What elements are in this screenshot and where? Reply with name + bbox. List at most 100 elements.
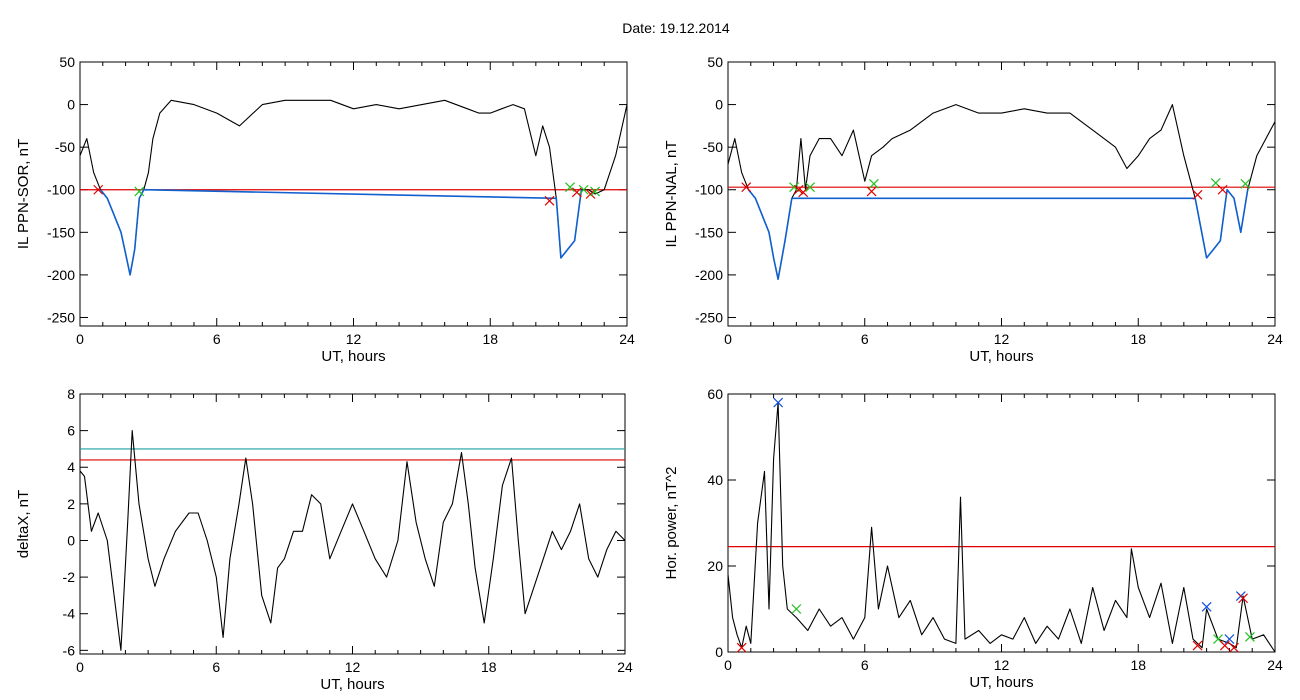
marker-stroke [793, 184, 804, 195]
x-tick-label: 12 [345, 659, 361, 675]
x-axis-label: UT, hours [321, 348, 385, 365]
plot-frame [79, 393, 626, 655]
marker-red [1217, 184, 1228, 195]
y-tick-label: 50 [707, 54, 723, 70]
series-line-black [727, 402, 1276, 653]
y-tick-label: -6 [63, 642, 76, 658]
x-tick-label: 24 [1267, 657, 1283, 673]
x-tick-label: 24 [619, 331, 635, 347]
y-axis-label: deltaX, nT [15, 490, 32, 558]
marker-stroke [544, 195, 555, 206]
marker-red [544, 195, 555, 206]
marker-stroke [1229, 642, 1239, 653]
series-line-black [79, 99, 628, 276]
y-tick-label: -200 [695, 267, 723, 283]
marker-stroke [1210, 178, 1221, 188]
marker-stroke [590, 186, 601, 197]
marker-green [791, 604, 802, 614]
marker-red [571, 187, 582, 198]
y-tick-label: 0 [715, 644, 723, 660]
y-tick-label: 60 [707, 386, 723, 402]
x-tick-label: 0 [724, 331, 732, 347]
marker-green [1240, 178, 1251, 189]
y-tick-label: 0 [67, 532, 75, 548]
y-tick-label: 0 [715, 97, 723, 113]
series-line-blue [747, 188, 1249, 281]
marker-stroke [1192, 640, 1203, 651]
marker-blue [1224, 634, 1235, 645]
figure-title: Date: 19.12.2014 [622, 20, 730, 36]
x-axis-label: UT, hours [969, 674, 1033, 691]
y-tick-label: 6 [67, 423, 75, 439]
x-tick-label: 0 [76, 659, 84, 675]
marker-green [134, 186, 145, 197]
marker-stroke [1217, 184, 1228, 195]
marker-red [1229, 642, 1239, 653]
plot-frame [727, 61, 1276, 327]
y-tick-label: -100 [695, 182, 723, 198]
marker-stroke [1192, 189, 1203, 200]
series-line-black [727, 104, 1276, 280]
marker-red [93, 184, 104, 195]
x-tick-label: 24 [1267, 331, 1283, 347]
marker-red [866, 186, 877, 197]
y-tick-label: 20 [707, 558, 723, 574]
x-tick-label: 0 [76, 331, 84, 347]
x-tick-label: 18 [1130, 331, 1146, 347]
marker-stroke [1240, 178, 1251, 189]
y-tick-label: -250 [695, 309, 723, 325]
y-tick-label: -150 [695, 224, 723, 240]
marker-stroke [866, 186, 877, 197]
x-tick-label: 12 [994, 657, 1010, 673]
marker-green [565, 182, 575, 193]
panel-ppn-nal: 0 6 12 18 24 50 0 -50 -100 -150 -200 -250 UT, hours I… [663, 54, 1283, 365]
x-tick-label: 18 [481, 659, 497, 675]
marker-stroke [736, 642, 747, 653]
y-tick-label: 4 [67, 459, 75, 475]
marker-stroke [1245, 632, 1255, 642]
marker-red [1219, 640, 1230, 651]
marker-stroke [789, 182, 800, 193]
y-tick-label: -4 [63, 606, 76, 622]
y-tick-label: 50 [59, 54, 75, 70]
marker-stroke [1201, 601, 1212, 612]
marker-stroke [1224, 634, 1235, 645]
marker-red [793, 184, 804, 195]
x-tick-label: 12 [346, 331, 362, 347]
x-tick-label: 24 [617, 659, 633, 675]
marker-red [1192, 189, 1203, 200]
marker-red [1238, 593, 1249, 604]
marker-green [805, 182, 815, 193]
marker-stroke [578, 184, 589, 195]
y-tick-label: -100 [47, 182, 75, 198]
x-tick-label: 18 [1130, 657, 1146, 673]
marker-stroke [1219, 640, 1230, 651]
panel-ppn-sor: 0 6 12 18 24 50 0 -50 -100 -150 -200 -250 UT, hours I… [15, 54, 635, 365]
marker-blue [1201, 601, 1212, 612]
marker-red [1192, 640, 1203, 651]
marker-stroke [93, 184, 104, 195]
y-tick-label: -150 [47, 224, 75, 240]
marker-red [741, 182, 752, 193]
marker-stroke [773, 397, 784, 408]
marker-stroke [791, 604, 802, 614]
marker-stroke [1238, 593, 1249, 604]
marker-stroke [565, 182, 575, 193]
marker-stroke [585, 189, 596, 199]
marker-stroke [571, 187, 582, 198]
x-tick-label: 12 [994, 331, 1010, 347]
marker-stroke [134, 186, 145, 197]
y-tick-label: -2 [63, 569, 76, 585]
y-tick-label: -50 [55, 139, 75, 155]
marker-stroke [868, 178, 879, 189]
x-tick-label: 18 [482, 331, 498, 347]
y-tick-label: 0 [67, 97, 75, 113]
marker-red [736, 642, 747, 653]
x-tick-label: 6 [212, 659, 220, 675]
marker-stroke [805, 182, 815, 193]
marker-red [585, 189, 596, 199]
marker-green [868, 178, 879, 189]
y-axis-label: IL PPN-SOR, nT [15, 139, 32, 249]
x-tick-label: 0 [724, 657, 732, 673]
